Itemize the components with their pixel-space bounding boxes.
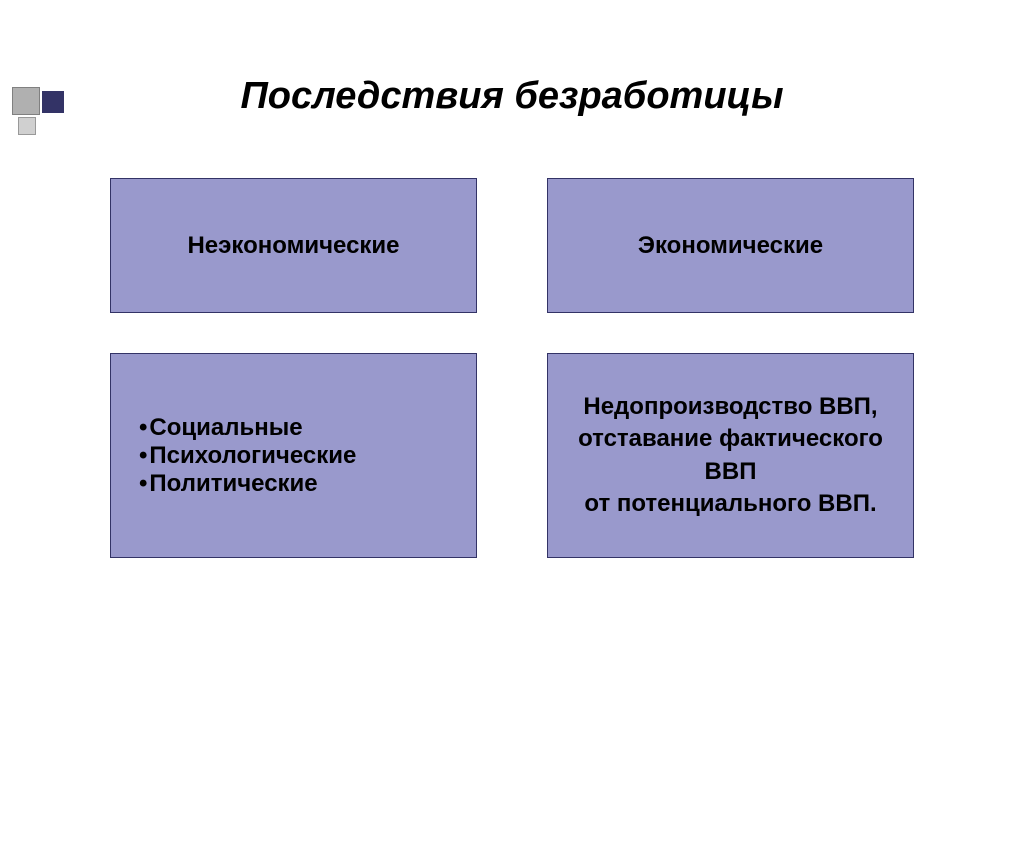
category-label: Неэкономические (187, 232, 399, 260)
list-item: Психологические (139, 442, 356, 470)
diagram-grid: Неэкономические Экономические Социальные… (0, 178, 1024, 558)
decoration-square-dark (42, 91, 64, 113)
slide-title: Последствия безработицы (0, 75, 1024, 118)
decoration-square-small (18, 117, 36, 135)
detail-box-economic: Недопроизводство ВВП, отставание фактиче… (547, 353, 914, 558)
decoration-square-large (12, 87, 40, 115)
list-item: Политические (139, 470, 356, 498)
bullet-list: Социальные Психологические Политические (139, 414, 356, 498)
category-label: Экономические (638, 232, 823, 260)
category-box-economic: Экономические (547, 178, 914, 313)
detail-box-noneconomic: Социальные Психологические Политические (110, 353, 477, 558)
list-item: Социальные (139, 414, 356, 442)
corner-decoration (12, 87, 72, 147)
detail-text: Недопроизводство ВВП, отставание фактиче… (576, 391, 885, 521)
category-box-noneconomic: Неэкономические (110, 178, 477, 313)
